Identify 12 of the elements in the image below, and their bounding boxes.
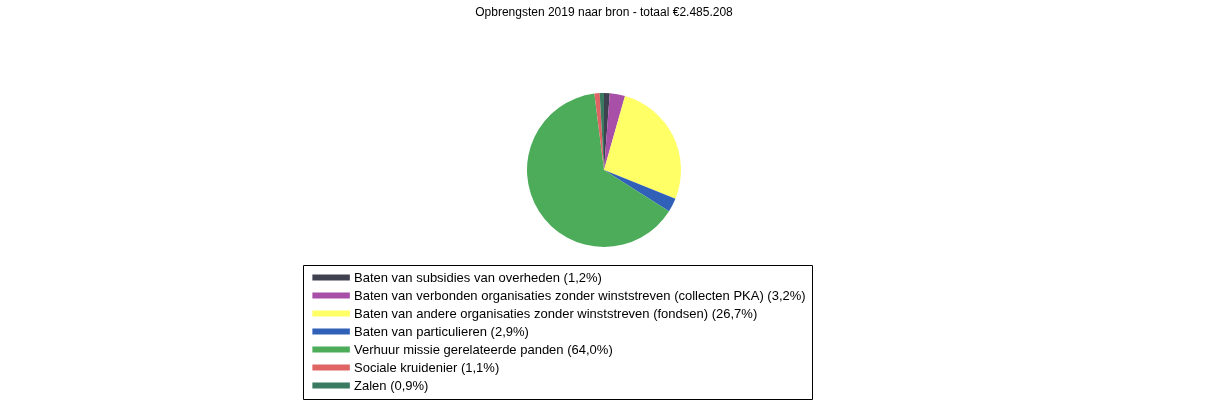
- legend-label: Baten van verbonden organisaties zonder winststreven (collecten PKA) (3,2%): [354, 287, 806, 303]
- chart-title: Opbrengsten 2019 naar bron - totaal €2.485.208: [475, 5, 734, 19]
- pie-slice: [604, 170, 676, 212]
- legend-label: Sociale kruidenier (1,1%): [354, 359, 500, 375]
- pie-slice: [604, 95, 681, 199]
- legend-label: Baten van particulieren (2,9%): [354, 323, 529, 339]
- legend-label: Zalen (0,9%): [354, 377, 429, 393]
- legend-label: Verhuur missie gerelateerde panden (64,0%): [354, 341, 613, 357]
- legend-label: Baten van subsidies van overheden (1,2%): [354, 269, 602, 285]
- pie-slice: [604, 93, 626, 170]
- legend-label: Baten van andere organisaties zonder winststreven (fondsen) (26,7%): [354, 305, 758, 321]
- pie-slice: [527, 93, 670, 247]
